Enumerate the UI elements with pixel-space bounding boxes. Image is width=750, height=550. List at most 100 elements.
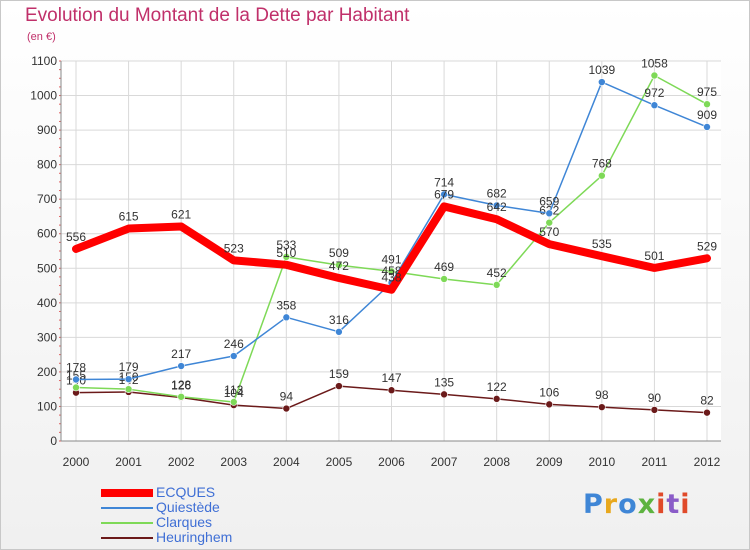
data-point-clarques bbox=[545, 218, 554, 227]
data-point-heuringhem bbox=[598, 403, 606, 411]
data-point-quiestede bbox=[650, 101, 659, 110]
data-label-heuringhem: 90 bbox=[648, 391, 662, 405]
data-label-heuringhem: 98 bbox=[595, 388, 609, 402]
data-point-quiestede bbox=[72, 375, 80, 384]
y-tick-label: 100 bbox=[37, 399, 57, 413]
data-point-quiestede bbox=[177, 362, 185, 370]
data-label-quiestede: 178 bbox=[66, 361, 86, 375]
logo-letter: t bbox=[666, 489, 681, 520]
data-point-clarques bbox=[650, 71, 659, 80]
data-point-clarques bbox=[124, 385, 133, 393]
data-label-quiestede: 217 bbox=[171, 347, 191, 361]
logo-letter: P bbox=[583, 489, 604, 520]
data-label-quiestede: 909 bbox=[697, 108, 717, 122]
data-label-ecques: 556 bbox=[66, 230, 86, 244]
x-tick-label: 2000 bbox=[63, 455, 90, 469]
data-point-clarques bbox=[229, 398, 238, 406]
data-label-clarques: 469 bbox=[434, 260, 454, 274]
data-label-heuringhem: 82 bbox=[700, 394, 714, 408]
data-label-quiestede: 358 bbox=[276, 298, 296, 312]
x-tick-label: 2008 bbox=[483, 455, 510, 469]
data-label-clarques: 533 bbox=[276, 238, 296, 252]
data-point-heuringhem bbox=[282, 404, 291, 413]
data-label-heuringhem: 135 bbox=[434, 375, 454, 389]
legend-item-quiestede: Quiestède bbox=[101, 500, 261, 515]
x-tick-label: 2007 bbox=[431, 455, 458, 469]
data-point-heuringhem bbox=[545, 400, 554, 409]
logo-letter: i bbox=[656, 489, 667, 520]
data-label-ecques: 523 bbox=[224, 241, 244, 255]
data-label-heuringhem: 122 bbox=[487, 380, 507, 394]
data-label-clarques: 975 bbox=[697, 85, 717, 99]
x-tick-label: 2004 bbox=[273, 455, 300, 469]
legend-swatch-clarques bbox=[101, 522, 153, 524]
series-ecques: 556 615 621 523 510 472 438 679 642 570 535 501 529 bbox=[66, 187, 717, 294]
data-label-quiestede: 714 bbox=[434, 175, 454, 189]
data-label-ecques: 570 bbox=[539, 225, 559, 239]
series-clarques: 1551501281135335094914694526327681058975 bbox=[66, 57, 717, 406]
data-point-quiestede bbox=[124, 375, 133, 383]
data-label-clarques: 491 bbox=[381, 252, 401, 266]
x-tick-label: 2002 bbox=[168, 455, 195, 469]
data-point-clarques bbox=[598, 171, 606, 180]
y-tick-label: 900 bbox=[37, 123, 57, 137]
legend-label-clarques: Clarques bbox=[156, 514, 213, 530]
x-tick-label: 2005 bbox=[326, 455, 353, 469]
x-tick-label: 2003 bbox=[220, 455, 247, 469]
data-point-clarques bbox=[703, 100, 711, 108]
data-label-heuringhem: 106 bbox=[539, 385, 559, 399]
data-label-heuringhem: 147 bbox=[381, 371, 401, 385]
data-label-ecques: 535 bbox=[592, 237, 612, 251]
data-label-clarques: 768 bbox=[592, 157, 612, 171]
y-tick-label: 300 bbox=[37, 330, 57, 344]
data-label-quiestede: 179 bbox=[119, 360, 139, 374]
data-label-heuringhem: 159 bbox=[329, 367, 349, 381]
chart-unit: (en €) bbox=[27, 31, 56, 43]
data-label-ecques: 529 bbox=[697, 239, 717, 253]
data-label-clarques: 128 bbox=[171, 378, 191, 392]
legend-label-ecques: ECQUES bbox=[156, 484, 216, 500]
data-label-ecques: 438 bbox=[381, 271, 401, 285]
chart-title: Evolution du Montant de la Dette par Hab… bbox=[25, 5, 410, 26]
legend-label-heuringhem: Heuringhem bbox=[156, 529, 233, 545]
y-tick-label: 200 bbox=[37, 365, 57, 379]
y-tick-label: 600 bbox=[37, 227, 57, 241]
data-point-quiestede bbox=[440, 190, 448, 199]
y-tick-label: 700 bbox=[37, 192, 57, 206]
data-label-ecques: 679 bbox=[434, 187, 454, 201]
data-label-quiestede: 972 bbox=[644, 86, 664, 100]
data-label-ecques: 642 bbox=[487, 200, 507, 214]
logo-letter: r bbox=[603, 489, 619, 520]
data-point-heuringhem bbox=[335, 382, 343, 390]
data-label-quiestede: 246 bbox=[224, 337, 244, 351]
data-point-quiestede bbox=[598, 78, 606, 86]
data-point-quiestede bbox=[703, 123, 711, 131]
data-label-clarques: 113 bbox=[224, 383, 243, 397]
y-tick-label: 400 bbox=[37, 296, 57, 310]
data-label-heuringhem: 126 bbox=[171, 378, 191, 392]
data-label-clarques: 509 bbox=[329, 246, 349, 260]
legend-label-quiestede: Quiestède bbox=[156, 499, 220, 515]
legend-item-clarques: Clarques bbox=[101, 515, 261, 530]
legend-swatch-ecques bbox=[101, 489, 153, 497]
logo-letter: x bbox=[637, 489, 657, 520]
y-tick-label: 500 bbox=[37, 261, 57, 275]
y-tick-label: 0 bbox=[50, 434, 57, 448]
data-point-quiestede bbox=[282, 313, 291, 322]
data-point-quiestede bbox=[492, 201, 501, 210]
data-label-quiestede: 316 bbox=[329, 313, 349, 327]
data-point-clarques bbox=[72, 383, 80, 392]
data-label-quiestede: 682 bbox=[487, 186, 507, 200]
x-tick-label: 2010 bbox=[588, 455, 615, 469]
data-point-clarques bbox=[335, 261, 343, 269]
data-label-clarques: 452 bbox=[487, 266, 507, 280]
x-tick-label: 2012 bbox=[694, 455, 721, 469]
data-label-ecques: 615 bbox=[119, 210, 139, 224]
x-tick-label: 2011 bbox=[642, 455, 668, 469]
legend-item-heuringhem: Heuringhem bbox=[101, 530, 261, 545]
series-line-ecques bbox=[72, 202, 711, 294]
data-point-heuringhem bbox=[492, 395, 501, 403]
data-point-heuringhem bbox=[650, 406, 659, 414]
data-label-ecques: 501 bbox=[644, 249, 664, 263]
